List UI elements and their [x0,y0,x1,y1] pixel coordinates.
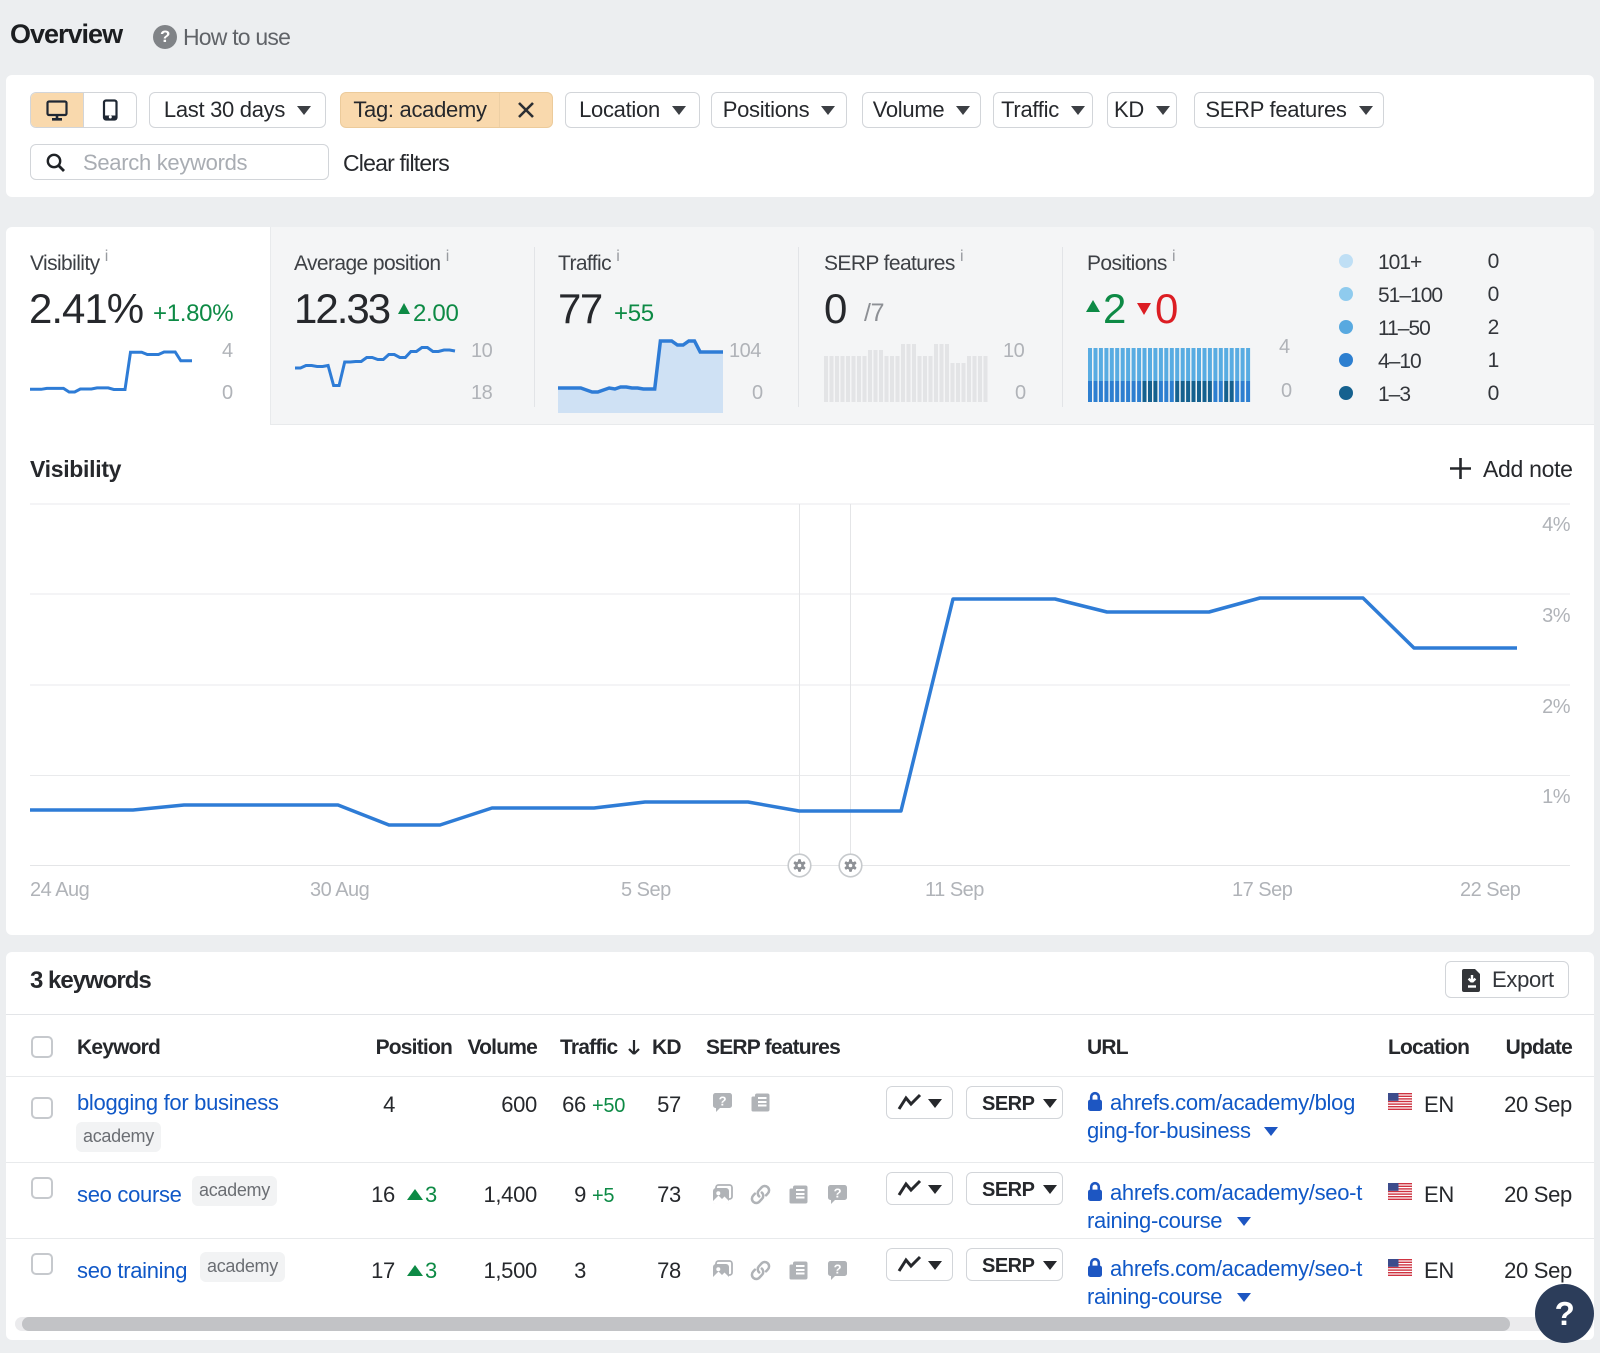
svg-text:?: ? [719,1094,727,1109]
svg-text:?: ? [834,1186,842,1201]
svg-text:?: ? [834,1262,842,1277]
